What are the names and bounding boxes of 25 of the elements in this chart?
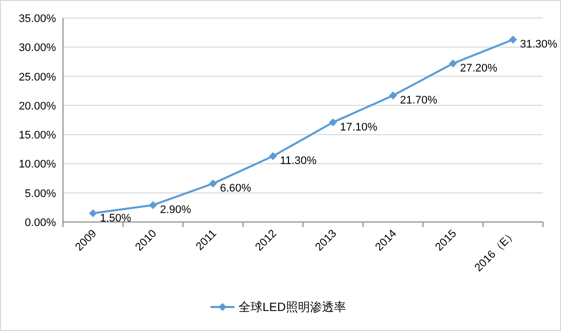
- data-label: 27.20%: [460, 62, 498, 74]
- data-label: 21.70%: [400, 94, 438, 107]
- point: [269, 152, 277, 160]
- y-tick-label: 35.00%: [18, 13, 56, 25]
- data-label: 1.50%: [100, 212, 132, 224]
- data-label: 31.30%: [520, 38, 558, 51]
- point: [89, 209, 97, 218]
- y-tick-label: 20.00%: [18, 100, 56, 112]
- data-label: 6.60%: [220, 182, 252, 195]
- data-label: 11.30%: [280, 155, 317, 168]
- legend-label: 全球LED照明渗透率: [238, 300, 346, 314]
- point: [149, 201, 157, 210]
- point: [449, 59, 457, 68]
- y-tick-label: 0.00%: [24, 217, 56, 229]
- point: [209, 180, 217, 188]
- data-label: 2.90%: [160, 204, 192, 216]
- y-tick-label: 25.00%: [18, 71, 56, 84]
- y-tick-label: 30.00%: [18, 42, 56, 54]
- point: [329, 118, 337, 126]
- point: [389, 92, 397, 100]
- y-tick-label: 5.00%: [24, 188, 56, 200]
- y-tick-label: 10.00%: [18, 158, 56, 171]
- data-label: 17.10%: [340, 121, 378, 134]
- y-tick-label: 15.00%: [18, 130, 56, 142]
- point: [509, 36, 517, 44]
